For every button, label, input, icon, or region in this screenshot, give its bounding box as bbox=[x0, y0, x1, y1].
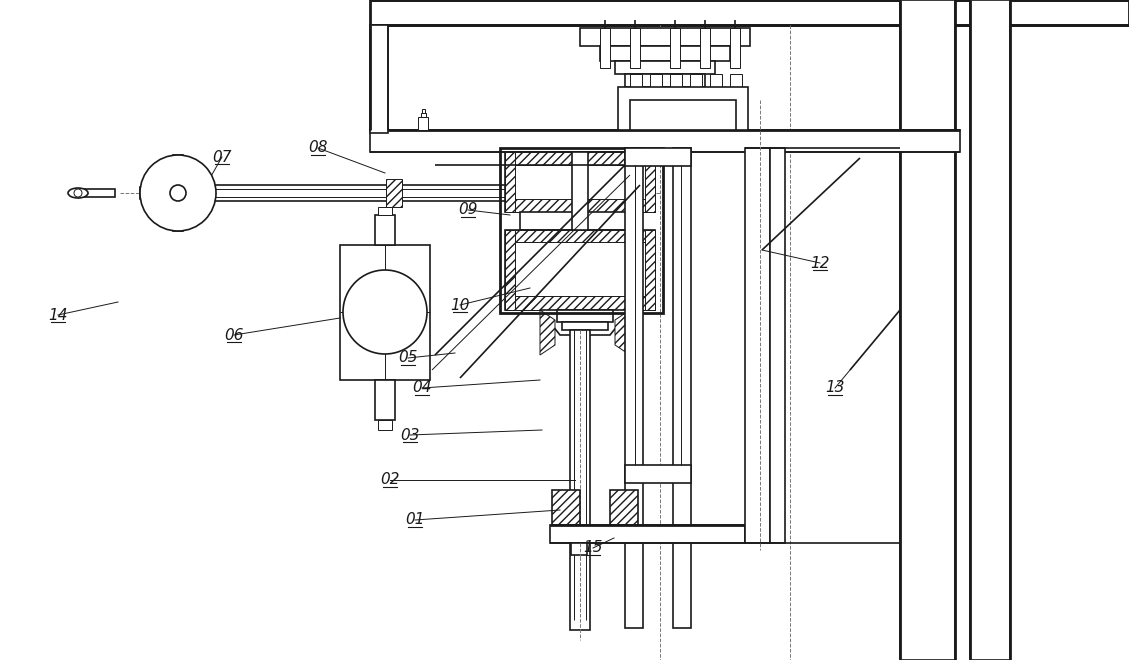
Text: 12: 12 bbox=[811, 255, 830, 271]
Bar bbox=[730, 28, 739, 68]
Bar bbox=[625, 465, 691, 483]
Bar bbox=[378, 207, 392, 215]
Bar bbox=[418, 117, 428, 130]
Polygon shape bbox=[540, 310, 630, 335]
Bar bbox=[700, 28, 710, 68]
Polygon shape bbox=[505, 230, 515, 310]
Bar bbox=[590, 181, 620, 205]
Bar bbox=[580, 28, 750, 46]
Bar bbox=[557, 310, 613, 322]
Text: 06: 06 bbox=[225, 327, 244, 343]
Ellipse shape bbox=[68, 188, 88, 198]
Bar bbox=[650, 74, 662, 130]
Text: 02: 02 bbox=[380, 473, 400, 488]
Bar bbox=[570, 330, 590, 630]
Bar bbox=[562, 322, 609, 330]
Bar bbox=[630, 100, 736, 130]
Bar bbox=[618, 87, 749, 130]
Bar bbox=[669, 74, 682, 130]
Text: 03: 03 bbox=[401, 428, 420, 442]
Bar bbox=[85, 189, 115, 197]
Polygon shape bbox=[505, 152, 515, 212]
Bar bbox=[610, 490, 638, 525]
Bar bbox=[690, 74, 702, 130]
Bar bbox=[615, 61, 715, 74]
Text: 08: 08 bbox=[308, 141, 327, 156]
Bar bbox=[505, 230, 655, 310]
Bar bbox=[571, 543, 587, 555]
Polygon shape bbox=[615, 310, 630, 355]
Bar bbox=[375, 380, 395, 420]
Bar bbox=[599, 46, 730, 61]
Bar bbox=[572, 152, 588, 372]
Bar bbox=[673, 148, 691, 628]
Circle shape bbox=[75, 189, 82, 197]
Bar bbox=[669, 28, 680, 68]
Text: 07: 07 bbox=[212, 150, 231, 164]
Bar bbox=[552, 490, 580, 525]
Bar bbox=[370, 0, 1129, 25]
Bar bbox=[375, 215, 395, 245]
Bar bbox=[745, 148, 770, 543]
Bar bbox=[422, 109, 425, 113]
Bar bbox=[970, 0, 1010, 660]
Text: 04: 04 bbox=[412, 381, 431, 395]
Polygon shape bbox=[505, 296, 655, 310]
Text: 14: 14 bbox=[49, 308, 68, 323]
Bar bbox=[900, 0, 955, 660]
Text: 09: 09 bbox=[458, 203, 478, 218]
Bar bbox=[625, 148, 644, 628]
Polygon shape bbox=[505, 199, 655, 212]
Text: 13: 13 bbox=[825, 381, 844, 395]
Text: 10: 10 bbox=[450, 298, 470, 312]
Bar bbox=[378, 420, 392, 430]
Bar bbox=[370, 25, 388, 133]
Bar bbox=[173, 155, 183, 231]
Circle shape bbox=[170, 185, 186, 201]
Circle shape bbox=[343, 270, 427, 354]
Bar bbox=[386, 179, 402, 207]
Bar bbox=[520, 212, 640, 230]
Text: 05: 05 bbox=[399, 350, 418, 366]
Text: 01: 01 bbox=[405, 513, 425, 527]
Polygon shape bbox=[540, 310, 555, 355]
Polygon shape bbox=[645, 152, 655, 212]
Bar bbox=[421, 113, 426, 117]
Text: 15: 15 bbox=[584, 541, 603, 556]
Bar bbox=[630, 28, 640, 68]
Bar bbox=[169, 181, 187, 205]
Polygon shape bbox=[645, 230, 655, 310]
Bar bbox=[710, 74, 723, 130]
Bar bbox=[140, 187, 170, 199]
Polygon shape bbox=[505, 230, 655, 242]
Bar bbox=[505, 152, 655, 212]
Bar bbox=[630, 74, 642, 130]
Bar bbox=[730, 74, 742, 130]
Bar bbox=[370, 130, 960, 152]
Bar bbox=[599, 28, 610, 68]
Polygon shape bbox=[505, 152, 655, 165]
Circle shape bbox=[140, 155, 216, 231]
Bar bbox=[215, 185, 615, 201]
Bar bbox=[500, 148, 663, 313]
Bar bbox=[550, 525, 745, 543]
Bar bbox=[770, 148, 785, 543]
Bar bbox=[625, 74, 704, 87]
Bar bbox=[340, 245, 430, 380]
Bar bbox=[625, 148, 691, 166]
